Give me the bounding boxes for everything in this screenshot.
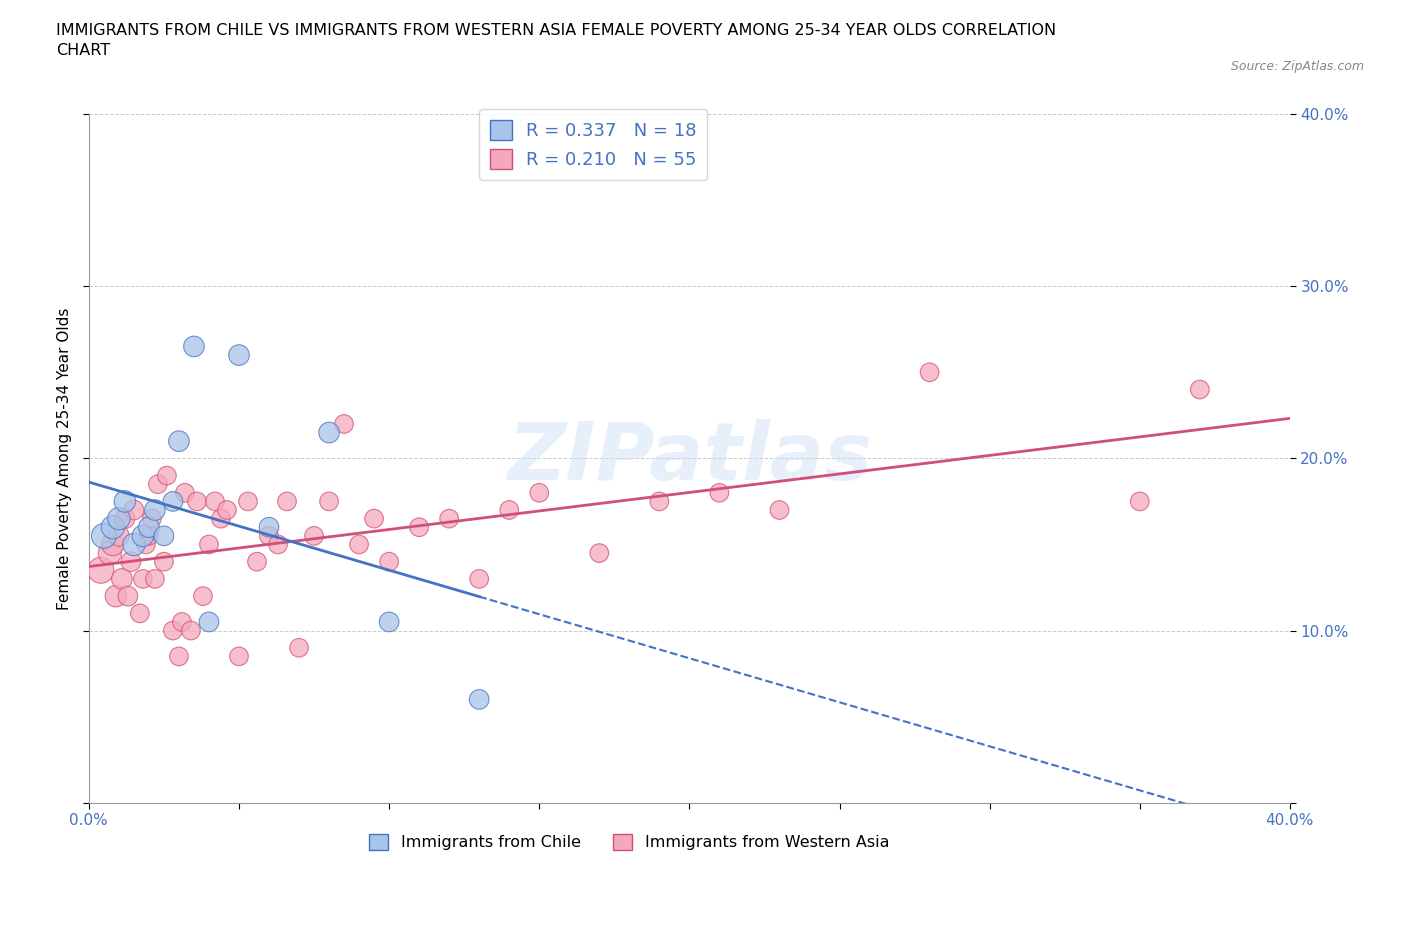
Point	[153, 528, 176, 543]
Point	[93, 528, 115, 543]
Point	[228, 649, 250, 664]
Point	[588, 546, 610, 561]
Point	[138, 520, 160, 535]
Point	[378, 615, 401, 630]
Legend: Immigrants from Chile, Immigrants from Western Asia: Immigrants from Chile, Immigrants from W…	[363, 828, 896, 857]
Point	[236, 494, 259, 509]
Point	[648, 494, 671, 509]
Point	[117, 589, 139, 604]
Point	[918, 365, 941, 379]
Point	[111, 571, 134, 586]
Point	[209, 512, 232, 526]
Point	[146, 477, 169, 492]
Point	[153, 554, 176, 569]
Point	[302, 528, 325, 543]
Point	[170, 615, 193, 630]
Point	[114, 512, 136, 526]
Point	[183, 339, 205, 354]
Point	[101, 537, 124, 551]
Point	[347, 537, 370, 551]
Point	[1188, 382, 1211, 397]
Point	[378, 554, 401, 569]
Point	[120, 554, 142, 569]
Point	[276, 494, 298, 509]
Text: IMMIGRANTS FROM CHILE VS IMMIGRANTS FROM WESTERN ASIA FEMALE POVERTY AMONG 25-34: IMMIGRANTS FROM CHILE VS IMMIGRANTS FROM…	[56, 23, 1056, 58]
Point	[228, 348, 250, 363]
Point	[167, 649, 190, 664]
Point	[90, 563, 112, 578]
Point	[174, 485, 197, 500]
Point	[108, 512, 131, 526]
Point	[162, 494, 184, 509]
Point	[191, 589, 214, 604]
Point	[437, 512, 460, 526]
Point	[709, 485, 731, 500]
Point	[180, 623, 202, 638]
Point	[288, 641, 311, 656]
Point	[246, 554, 269, 569]
Point	[132, 571, 155, 586]
Point	[114, 494, 136, 509]
Point	[215, 502, 238, 517]
Point	[267, 537, 290, 551]
Point	[122, 537, 145, 551]
Point	[135, 537, 157, 551]
Point	[468, 571, 491, 586]
Point	[108, 528, 131, 543]
Point	[104, 589, 127, 604]
Text: ZIPatlas: ZIPatlas	[508, 419, 872, 498]
Point	[186, 494, 208, 509]
Point	[132, 528, 155, 543]
Point	[198, 537, 221, 551]
Point	[257, 520, 280, 535]
Point	[363, 512, 385, 526]
Point	[333, 417, 356, 432]
Point	[141, 512, 163, 526]
Point	[167, 433, 190, 448]
Point	[318, 425, 340, 440]
Point	[204, 494, 226, 509]
Point	[143, 571, 166, 586]
Point	[128, 605, 150, 620]
Point	[122, 502, 145, 517]
Point	[138, 528, 160, 543]
Point	[101, 520, 124, 535]
Point	[529, 485, 551, 500]
Point	[143, 502, 166, 517]
Point	[98, 546, 121, 561]
Point	[1129, 494, 1152, 509]
Point	[162, 623, 184, 638]
Point	[408, 520, 430, 535]
Point	[257, 528, 280, 543]
Text: Source: ZipAtlas.com: Source: ZipAtlas.com	[1230, 60, 1364, 73]
Point	[498, 502, 520, 517]
Y-axis label: Female Poverty Among 25-34 Year Olds: Female Poverty Among 25-34 Year Olds	[58, 307, 72, 609]
Point	[156, 468, 179, 483]
Point	[198, 615, 221, 630]
Point	[318, 494, 340, 509]
Point	[468, 692, 491, 707]
Point	[768, 502, 790, 517]
